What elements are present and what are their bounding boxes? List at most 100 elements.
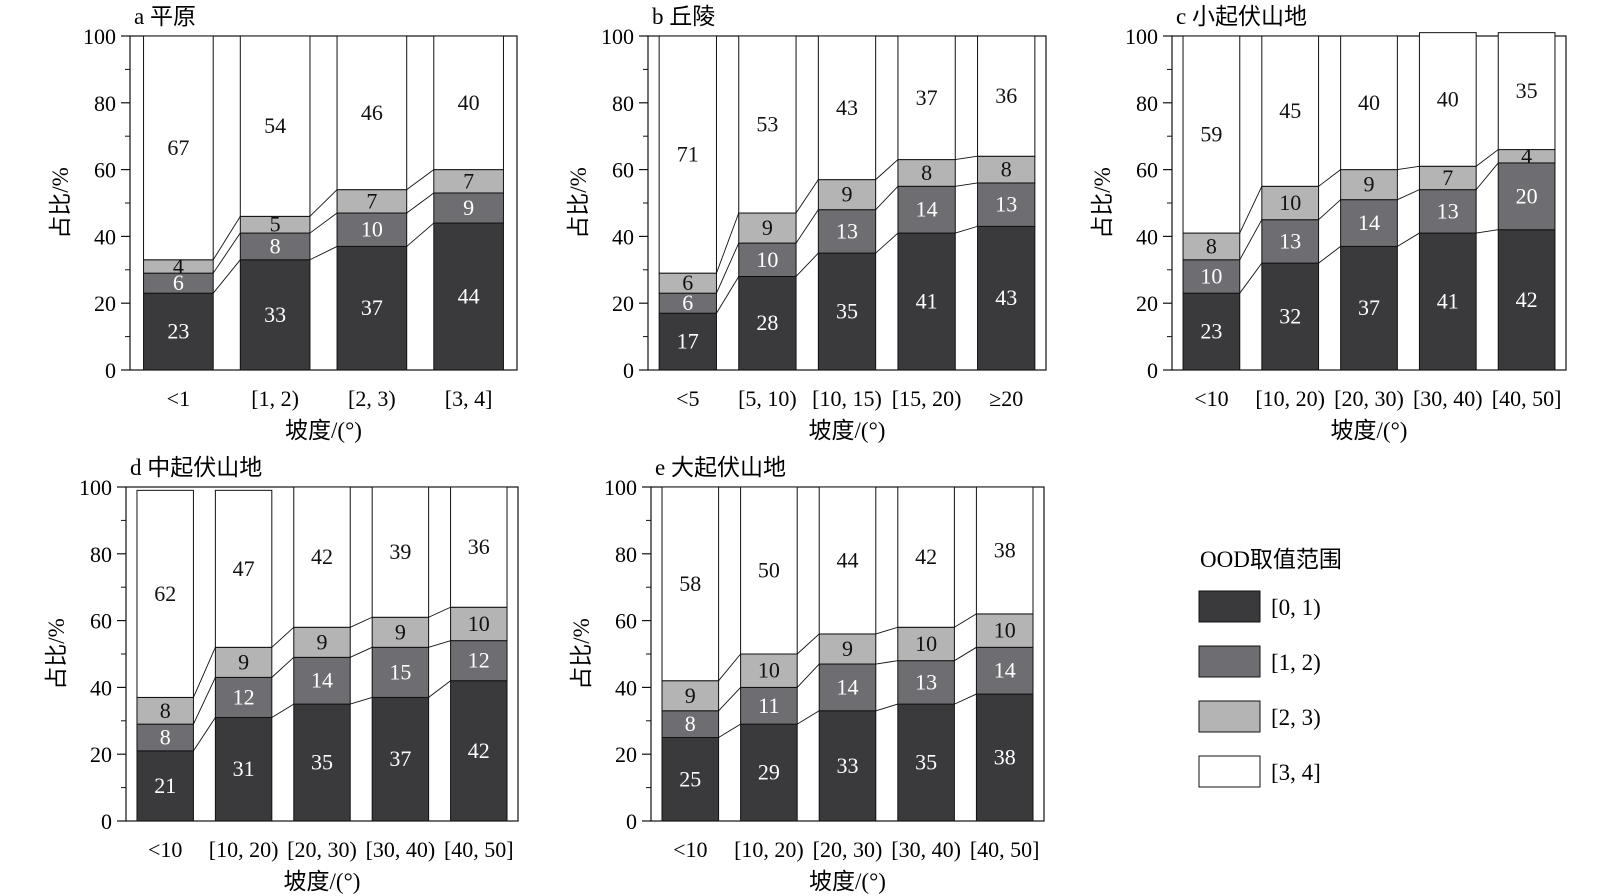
- bar-segment: [818, 633, 877, 665]
- bar-segment: [817, 35, 877, 181]
- bar-value-label: 41: [1437, 289, 1459, 314]
- bar-value-label: 9: [685, 683, 696, 708]
- stacked-bar: 23 64 67: [143, 35, 214, 371]
- bar-segment: [371, 616, 430, 648]
- bar-value-label: 5: [270, 212, 281, 237]
- bar-segment: [336, 245, 408, 371]
- stacked-bar: 29 11 10 50: [740, 486, 798, 822]
- bar-value-label: 23: [1200, 319, 1222, 344]
- chart-title: e 大起伏山地: [655, 455, 786, 480]
- bar-value-label: 31: [233, 756, 255, 781]
- bar-value-label: 35: [836, 299, 858, 324]
- chart-panel: 0 20 40 60 80 100 21 88 62 <10 31 12 9 47 [10, 20) 35 14…: [44, 455, 519, 894]
- x-tick-label: [1, 2): [251, 386, 299, 411]
- legend-swatch: [1198, 755, 1261, 788]
- bar-value-label: 8: [1206, 233, 1217, 258]
- x-tick-label: <10: [673, 837, 707, 862]
- bar-value-label: 14: [311, 668, 333, 693]
- bar-value-label: 37: [1358, 295, 1380, 320]
- x-tick-label: [15, 20): [892, 386, 962, 411]
- x-axis-title: 坡度/(°): [809, 418, 886, 443]
- y-tick-label: 100: [601, 24, 634, 49]
- legend-title: OOD取值范围: [1200, 547, 1342, 572]
- bar-segment: [1261, 35, 1320, 187]
- x-axis-title: 坡度/(°): [1331, 418, 1408, 443]
- bar-value-label: 13: [836, 218, 858, 243]
- y-tick-label: 40: [90, 675, 112, 700]
- y-tick-label: 80: [615, 542, 637, 567]
- bar-segment: [975, 646, 1034, 695]
- connector-line: [718, 687, 741, 712]
- connector-line: [309, 212, 338, 234]
- connector-line: [875, 660, 898, 665]
- connector-line: [428, 606, 451, 618]
- y-tick-label: 100: [604, 475, 637, 500]
- bar-value-label: 41: [916, 289, 938, 314]
- y-tick-label: 80: [94, 91, 116, 116]
- connector-line: [428, 680, 451, 698]
- bar-segment: [239, 259, 311, 371]
- bar-segment: [897, 185, 956, 234]
- y-tick-label: 60: [94, 158, 116, 183]
- x-tick-label: [30, 40): [891, 837, 961, 862]
- x-tick-label: [10, 20): [209, 837, 279, 862]
- bar-segment: [239, 35, 311, 217]
- chart-panel: 0 20 40 60 80 100 23 10 8 59 <10 32 13 10 45 [10, 20) 37…: [1090, 4, 1567, 443]
- stacked-bar: 37 10 7 46: [336, 35, 408, 371]
- stacked-bar: 38 14 10 38: [975, 486, 1034, 822]
- legend-label: [0, 1): [1271, 595, 1321, 620]
- bar-segment: [817, 209, 877, 254]
- stacked-bar: 33 14 9 44: [818, 486, 877, 822]
- bar-segment: [1340, 199, 1398, 247]
- bar-value-label: 9: [1364, 172, 1375, 197]
- bar-value-label: 9: [395, 619, 406, 644]
- bar-value-label: 10: [758, 658, 780, 683]
- bar-segment: [661, 737, 720, 822]
- x-tick-label: ≥20: [989, 386, 1023, 411]
- x-tick-label: [30, 40): [366, 837, 436, 862]
- y-tick-label: 60: [615, 609, 637, 634]
- stacked-bar: 31 12 9 47: [214, 489, 273, 822]
- bar-segment: [293, 626, 351, 658]
- x-tick-label: [10, 20): [734, 837, 804, 862]
- y-axis-title: 占比/%: [566, 167, 591, 239]
- x-tick-label: [2, 3): [348, 386, 396, 411]
- bar-value-label: 35: [1516, 78, 1538, 103]
- stacked-bar: 35 13 9 43: [817, 35, 877, 371]
- bar-value-label: 7: [1442, 165, 1453, 190]
- chart-title: a 平原: [134, 4, 196, 29]
- connector-line: [796, 710, 820, 725]
- connector-line: [716, 276, 740, 314]
- bar-value-label: 50: [758, 558, 780, 583]
- y-tick-label: 0: [101, 809, 112, 834]
- connector-line: [795, 252, 819, 277]
- stacked-bar: 35 14 9 42: [293, 486, 351, 822]
- connector-line: [193, 677, 216, 725]
- y-tick-label: 40: [1136, 224, 1158, 249]
- bar-value-label: 10: [468, 611, 490, 636]
- x-tick-label: [20, 30): [813, 837, 883, 862]
- bar-value-label: 53: [756, 112, 778, 137]
- bar-segment: [977, 225, 1036, 371]
- bar-value-label: 67: [167, 135, 189, 160]
- legend-swatch: [1198, 645, 1261, 678]
- bar-segment: [1497, 229, 1556, 371]
- bar-segment: [293, 486, 351, 628]
- connector-line: [1239, 262, 1263, 294]
- stacked-bar: 35 13 10 42: [897, 486, 955, 822]
- bar-value-label: 17: [677, 329, 699, 354]
- chart-panel: 0 20 40 60 80 100 17 66 71 <5 28 10 9 53 [5, 10) 35 13 9 4…: [566, 4, 1047, 443]
- bar-segment: [817, 252, 877, 371]
- connector-line: [795, 209, 819, 244]
- connector-line: [428, 640, 451, 648]
- bar-value-label: 54: [264, 113, 286, 138]
- bar-segment: [897, 35, 956, 161]
- stacked-bar: 33 85 54: [239, 35, 311, 371]
- bar-value-label: 8: [921, 160, 932, 185]
- y-tick-label: 0: [105, 358, 116, 383]
- connector-line: [271, 703, 295, 718]
- connector-line: [875, 626, 898, 635]
- bar-value-label: 13: [915, 669, 937, 694]
- bar-value-label: 8: [160, 698, 171, 723]
- bar-value-label: 43: [836, 95, 858, 120]
